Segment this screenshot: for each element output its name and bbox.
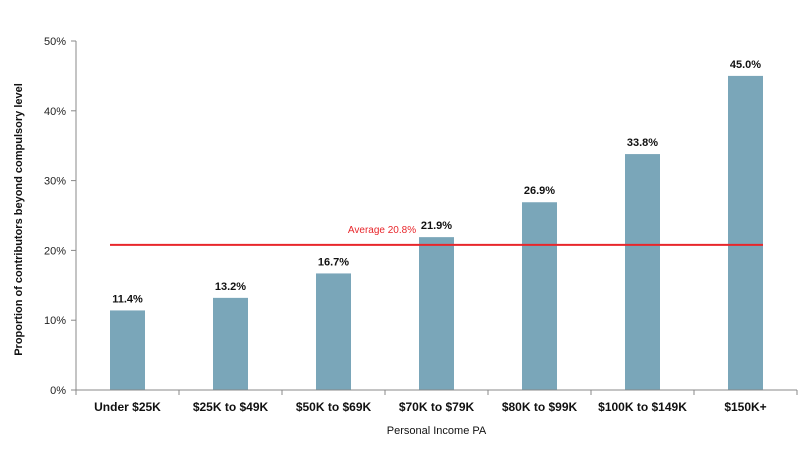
bar <box>419 237 454 390</box>
y-tick-label: 40% <box>44 106 66 118</box>
data-label: 21.9% <box>421 220 452 232</box>
bar <box>625 154 660 390</box>
data-label: 45.0% <box>730 59 761 71</box>
bar <box>110 310 145 390</box>
x-category-label: Under $25K <box>94 400 161 414</box>
y-axis-ticks: 0% 10% 20% 30% 40% 50% <box>44 36 76 397</box>
x-category-label: $70K to $79K <box>399 400 475 414</box>
bar <box>316 273 351 390</box>
x-category-label: $150K+ <box>724 400 766 414</box>
x-category-label: $80K to $99K <box>502 400 578 414</box>
data-label: 26.9% <box>524 185 555 197</box>
bar <box>213 297 248 390</box>
x-category-label: $25K to $49K <box>193 400 269 414</box>
bar <box>522 202 557 390</box>
y-axis-title: Proportion of contributors beyond compul… <box>13 83 25 356</box>
bars: 11.4% 13.2% 16.7% 21.9% 26.9% 33.8% 45.0% <box>110 59 763 391</box>
x-axis-labels: Under $25K $25K to $49K $50K to $69K $70K t… <box>75 390 798 414</box>
data-label: 11.4% <box>112 293 143 305</box>
y-tick-label: 10% <box>44 315 66 327</box>
x-axis-title: Personal Income PA <box>387 425 487 437</box>
x-category-label: $50K to $69K <box>296 400 372 414</box>
data-label: 33.8% <box>627 137 658 149</box>
bar <box>728 75 763 391</box>
y-tick-label: 30% <box>44 176 66 188</box>
data-label: 13.2% <box>215 281 246 293</box>
x-category-label: $100K to $149K <box>598 400 687 414</box>
data-label: 16.7% <box>318 256 349 268</box>
average-label: Average 20.8% <box>348 225 416 236</box>
y-tick-label: 20% <box>44 245 66 257</box>
average-group: Average 20.8% <box>110 225 763 246</box>
y-tick-label: 50% <box>44 36 66 48</box>
y-tick-label: 0% <box>50 385 66 397</box>
